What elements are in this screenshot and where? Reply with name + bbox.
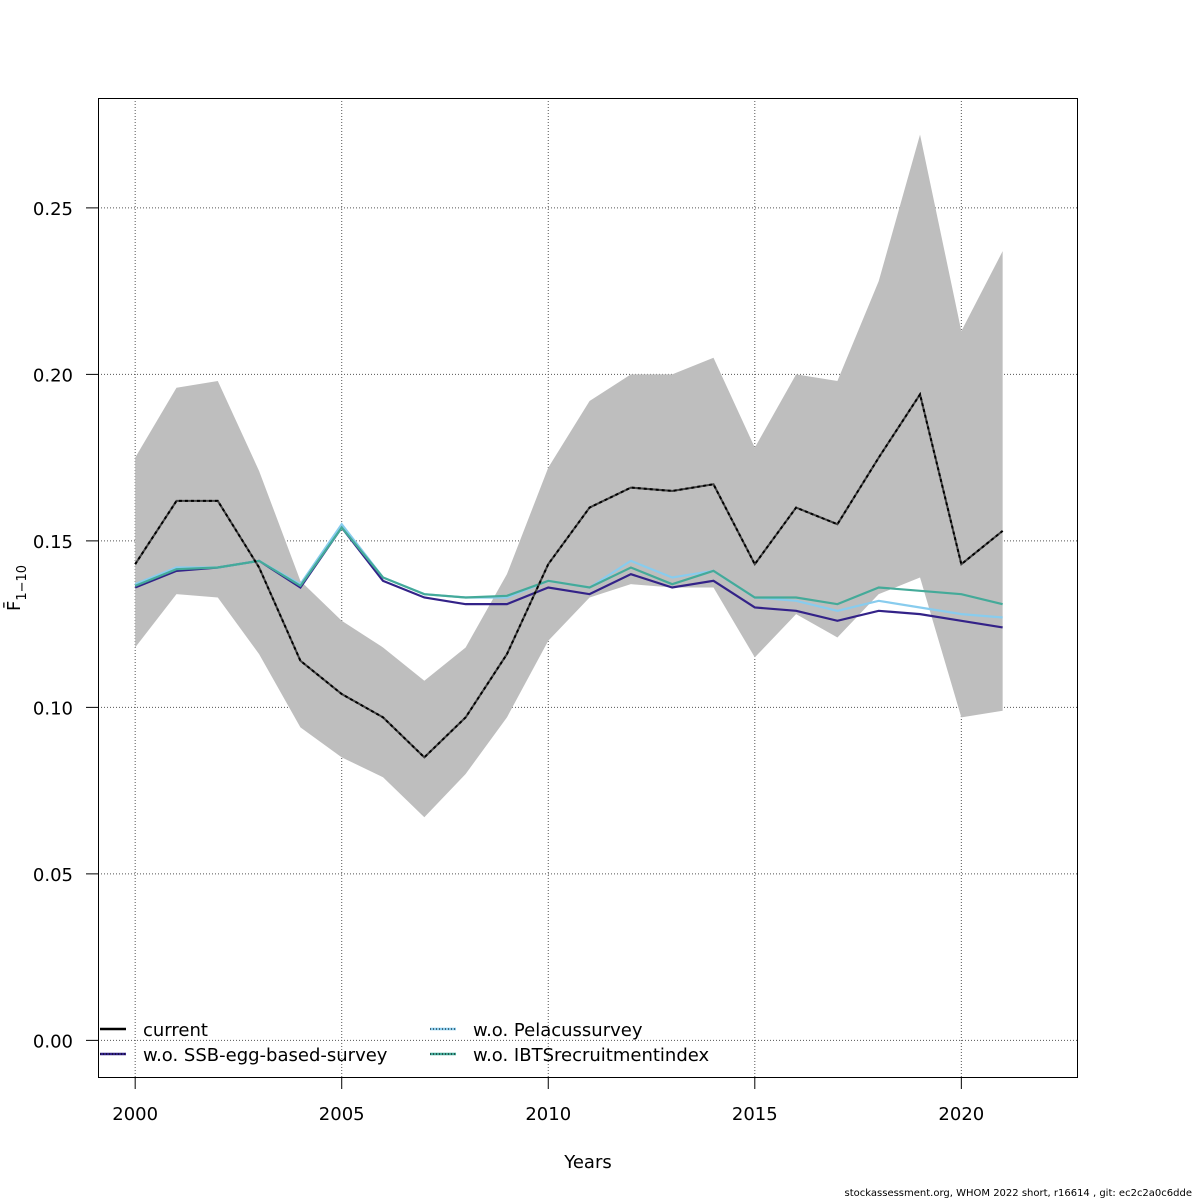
y-tick-label: 0.20 [33, 365, 73, 386]
x-tick-label: 2015 [732, 1104, 778, 1125]
legend-item-w-o-pelacussurvey: w.o. Pelacussurvey [430, 1020, 643, 1041]
y-tick-label: 0.25 [33, 199, 73, 220]
legend-item-current: current [100, 1020, 208, 1041]
confidence-band-layer [135, 134, 1003, 818]
y-tick-label: 0.05 [33, 865, 73, 886]
y-tick-label: 0.15 [33, 532, 73, 553]
footer-text: stockassessment.org, WHOM 2022 short, r1… [844, 1188, 1192, 1199]
plot-frame [98, 98, 1078, 1078]
legend-item-w-o-ssb-egg-based-survey: w.o. SSB-egg-based-survey [100, 1045, 388, 1066]
x-axis: 2000 2005 2010 2015 2020 [112, 1077, 984, 1125]
y-tick-label: 0.00 [33, 1031, 73, 1052]
x-axis-title: Years [563, 1152, 612, 1173]
y-tick-label: 0.10 [33, 698, 73, 719]
x-tick-label: 2020 [938, 1104, 984, 1125]
x-tick-label: 2010 [525, 1104, 571, 1125]
y-axis-title-subscript: 1−10 [15, 565, 30, 601]
svg-text:F̄1−10: F̄1−10 [3, 565, 30, 611]
confidence-band [135, 134, 1003, 818]
legend-label: current [143, 1020, 208, 1041]
legend-label: w.o. SSB-egg-based-survey [143, 1045, 388, 1066]
y-axis-title-main: F̄ [3, 601, 25, 611]
x-tick-label: 2000 [112, 1104, 158, 1125]
series-line-w-o-ibtsrecruitmentindex [134, 525, 1003, 606]
x-tick-label: 2005 [319, 1104, 365, 1125]
y-axis-title: F̄1−10 [3, 565, 30, 611]
legend-item-w-o-ibtsrecruitmentindex: w.o. IBTSrecruitmentindex [430, 1045, 710, 1066]
legend-label: w.o. Pelacussurvey [473, 1020, 643, 1041]
series-line-current [134, 391, 1004, 759]
y-axis: 0.00 0.05 0.10 0.15 0.20 0.25 [33, 199, 98, 1052]
legend: current w.o. SSB-egg-based-survey w.o. Pel… [100, 1020, 710, 1066]
series-lines [134, 391, 1004, 759]
legend-label: w.o. IBTSrecruitmentindex [473, 1045, 710, 1066]
